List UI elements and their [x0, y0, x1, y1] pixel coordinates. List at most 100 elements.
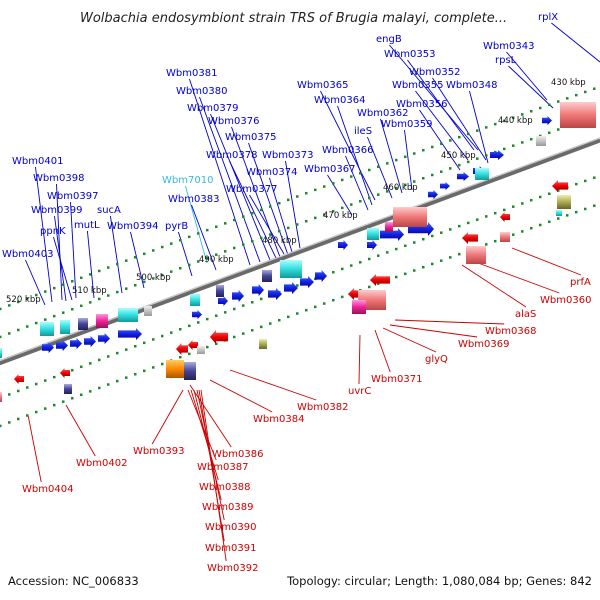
gene-label-uvrC: uvrC — [348, 386, 371, 397]
mid-tick-dot — [62, 311, 65, 314]
connector-Wbm0376 — [231, 126, 281, 258]
inner2-tick-dot — [422, 265, 425, 269]
outer-tick-dot — [242, 215, 245, 218]
outer-tick-dot — [197, 232, 200, 235]
connector-Wbm0359 — [404, 129, 413, 191]
mid-tick-dot — [125, 287, 128, 290]
outer-tick-dot — [386, 162, 389, 165]
inner-tick-dot — [71, 368, 74, 372]
gene-feature-42 — [552, 180, 568, 192]
inner-tick-dot — [8, 393, 11, 396]
inner-tick-dot — [251, 301, 254, 304]
outer-tick-dot — [251, 212, 254, 215]
gene-label-engB: engB — [376, 34, 402, 45]
connector-Wbm0367 — [327, 174, 353, 216]
outer-tick-dot — [323, 185, 326, 188]
connector-mutL — [86, 230, 95, 299]
outer-tick-dot — [575, 93, 578, 97]
inner2-tick-dot — [161, 362, 164, 366]
gene-label-Wbm0404: Wbm0404 — [22, 484, 73, 495]
gene-feature-13 — [284, 282, 298, 294]
mid-tick-dot — [197, 260, 200, 263]
gene-feature-15 — [252, 284, 264, 296]
gene-label-Wbm0389: Wbm0389 — [202, 502, 253, 513]
outer-tick-dot — [296, 195, 299, 198]
connector-Wbm0381 — [189, 78, 251, 266]
outer-tick-dot — [512, 116, 515, 119]
outer-tick-dot — [80, 276, 83, 280]
gene-feature-55 — [188, 340, 198, 350]
outer-tick-dot — [17, 300, 20, 304]
mid-tick-dot — [116, 290, 119, 294]
mid-tick-dot — [8, 332, 11, 335]
connector-Wbm0391 — [198, 389, 225, 542]
mid-tick-dot — [35, 321, 38, 325]
inner-tick-dot — [512, 205, 515, 208]
connector-Wbm0366 — [345, 155, 369, 211]
inner-tick-dot — [422, 237, 425, 241]
mid-tick-dot — [260, 236, 263, 240]
mid-tick-dot — [512, 144, 515, 147]
connector-Wbm0365 — [320, 90, 376, 201]
inner-tick-dot — [557, 189, 560, 192]
inner2-tick-dot — [449, 256, 452, 259]
inner-tick-dot — [530, 198, 533, 202]
gene-feature-37 — [96, 314, 108, 328]
gene-feature-34 — [190, 294, 200, 306]
mid-tick-dot — [215, 253, 218, 256]
gene-feature-17 — [218, 296, 228, 306]
inner-tick-dot — [368, 257, 371, 261]
connector-rplX — [551, 22, 600, 63]
inner-tick-dot — [107, 355, 110, 358]
gene-label-Wbm0353: Wbm0353 — [384, 49, 435, 60]
inner2-tick-dot — [71, 396, 74, 400]
mid-tick-dot — [332, 209, 335, 213]
outer-tick-dot — [422, 148, 425, 152]
mid-tick-dot — [422, 176, 425, 180]
outer-tick-dot — [62, 283, 65, 286]
inner2-tick-dot — [206, 345, 209, 349]
connector-Wbm0389 — [193, 389, 222, 501]
mid-tick-dot — [296, 223, 299, 226]
inner-tick-dot — [575, 182, 578, 186]
connector-uvrC — [358, 334, 361, 385]
inner-tick-dot — [386, 251, 389, 254]
mid-tick-dot — [233, 246, 236, 250]
connector-Wbm0379 — [210, 113, 271, 261]
connector-Wbm0356 — [419, 109, 461, 171]
inner-tick-dot — [467, 221, 470, 225]
mid-tick-dot — [206, 256, 209, 260]
kbp-label-480: 480 kbp — [262, 236, 297, 246]
inner-tick-dot — [35, 382, 38, 386]
connector-alaS — [461, 264, 527, 308]
inner-tick-dot — [449, 228, 452, 231]
gene-feature-21 — [84, 336, 96, 347]
inner2-tick-dot — [512, 233, 515, 236]
inner2-tick-dot — [125, 376, 128, 379]
inner-tick-dot — [395, 247, 398, 251]
connector-ppnK — [52, 236, 73, 301]
outer-tick-dot — [305, 191, 308, 195]
connector-Wbm0368 — [394, 319, 505, 325]
gene-label-Wbm0394: Wbm0394 — [107, 221, 158, 232]
gene-label-Wbm0367: Wbm0367 — [304, 164, 355, 175]
connector-prfA — [511, 247, 582, 276]
inner-tick-dot — [89, 362, 92, 365]
gene-label-ppnK: ppnK — [40, 226, 66, 237]
mid-tick-dot — [467, 160, 470, 164]
connector-Wbm0362 — [380, 118, 403, 194]
inner-tick-dot — [431, 234, 434, 238]
connector-Wbm0384 — [209, 379, 273, 413]
inner2-tick-dot — [143, 369, 146, 373]
gene-label-Wbm0364: Wbm0364 — [314, 95, 365, 106]
inner2-tick-dot — [521, 230, 524, 233]
mid-tick-dot — [449, 167, 452, 170]
gene-label-Wbm0379: Wbm0379 — [187, 103, 238, 114]
mid-tick-dot — [17, 328, 20, 332]
outer-tick-dot — [494, 122, 497, 126]
outer-tick-dot — [116, 262, 119, 266]
gene-feature-44 — [556, 210, 562, 216]
inner2-tick-dot — [593, 204, 596, 207]
inner2-tick-dot — [80, 393, 83, 397]
gene-feature-43 — [557, 195, 571, 209]
